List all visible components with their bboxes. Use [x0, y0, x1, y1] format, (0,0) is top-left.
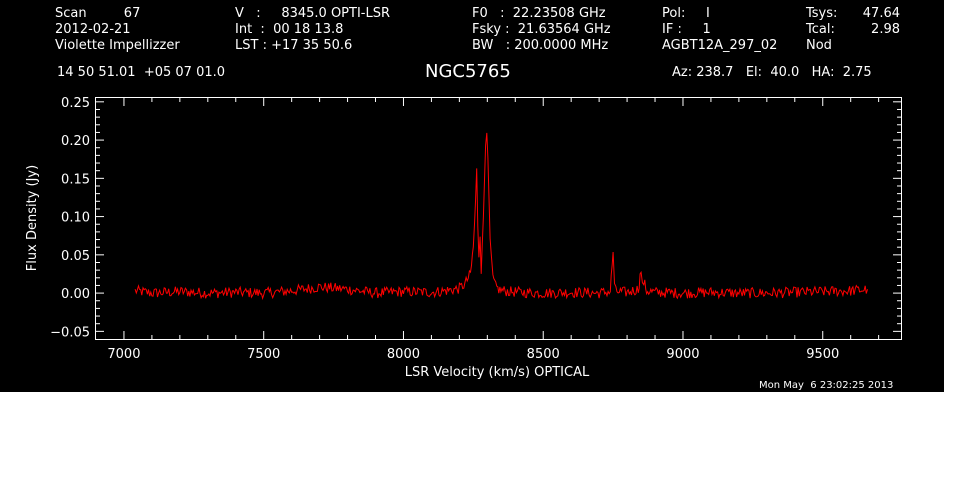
sky-frequency: Fsky : 21.63564 GHz [472, 22, 611, 37]
spectrum-chart: 7000 7500 8000 8500 9000 9500 −0.05 0.00 0.05 0.1… [25, 96, 902, 380]
x-tick-label: 7500 [247, 347, 280, 362]
integration-time: Int : 00 18 13.8 [235, 22, 344, 37]
x-tick-label: 8000 [387, 347, 420, 362]
y-tick-label: 0.25 [61, 96, 90, 111]
y-tick-label: 0.15 [61, 172, 90, 187]
y-tick-label: −0.05 [50, 325, 90, 340]
project-id: AGBT12A_297_02 [662, 38, 778, 53]
y-tick-label: 0.05 [61, 249, 90, 264]
observer-name: Violette Impellizzer [55, 38, 180, 53]
y-tick-label: 0.00 [61, 287, 90, 302]
x-tick-label: 9500 [806, 347, 839, 362]
if-number: IF : 1 [662, 22, 711, 37]
switching-mode: Nod [806, 38, 832, 53]
rest-frequency: F0 : 22.23508 GHz [472, 6, 606, 21]
plot-timestamp: Mon May 6 23:02:25 2013 [759, 380, 894, 391]
plot-frame [95, 97, 902, 340]
x-tick-label: 8500 [527, 347, 560, 362]
bandwidth: BW : 200.0000 MHz [472, 38, 609, 53]
lst-info: LST : +17 35 50.6 [235, 38, 353, 53]
velocity-info: V : 8345.0 OPTI-LSR [235, 6, 391, 21]
scan-info: Scan 67 [55, 6, 141, 21]
x-tick-label: 7000 [107, 347, 140, 362]
y-axis-label: Flux Density (Jy) [25, 165, 40, 271]
tsys-value: 47.64 [862, 6, 900, 21]
y-tick-label: 0.10 [61, 211, 90, 226]
polarization: Pol: I [662, 6, 710, 21]
object-name: NGC5765 [425, 61, 511, 82]
x-axis-label: LSR Velocity (km/s) OPTICAL [405, 365, 590, 380]
az-el-ha: Az: 238.7 El: 40.0 HA: 2.75 [672, 65, 872, 80]
observation-date: 2012-02-21 [55, 22, 131, 37]
source-coordinates: 14 50 51.01 +05 07 01.0 [57, 65, 226, 80]
y-tick-label: 0.20 [61, 134, 90, 149]
tcal-value: 2.98 [871, 22, 900, 37]
tcal-label: Tcal: [806, 22, 835, 37]
tsys-label: Tsys: [806, 6, 838, 21]
spectrum-series-line [134, 132, 868, 301]
spectrum-panel: Scan 67 2012-02-21 Violette Impellizzer … [0, 0, 944, 392]
x-tick-label: 9000 [666, 347, 699, 362]
